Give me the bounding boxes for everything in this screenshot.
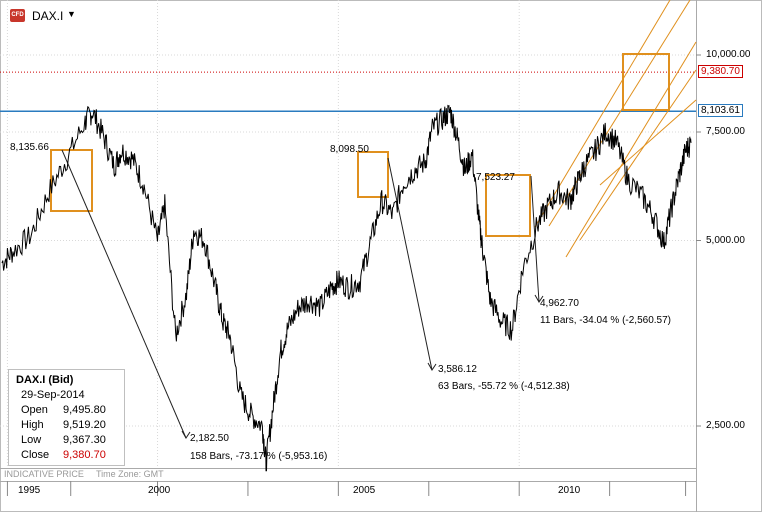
- y-tick-label: 10,000.00: [706, 49, 751, 60]
- y-tick-label: 7,500.00: [706, 125, 745, 137]
- y-tick-label: 5,000.00: [706, 234, 745, 246]
- info-value: 9,367.30: [63, 434, 106, 446]
- chevron-down-icon[interactable]: ▼: [67, 9, 76, 19]
- instrument-symbol[interactable]: DAX.I: [32, 9, 64, 23]
- drawings: [0, 0, 697, 439]
- x-tick-label: 1995: [18, 485, 41, 496]
- current-price-tag: 9,380.70: [698, 65, 743, 79]
- price-series: [1, 104, 692, 472]
- channel-line: [534, 0, 671, 228]
- horizontal-level-tag: 8,103.61: [698, 104, 743, 118]
- chart-annotation: 2,182.50: [190, 433, 229, 444]
- highlight-box: [622, 53, 670, 111]
- info-title: DAX.I (Bid): [16, 374, 74, 386]
- info-value: 9,519.20: [63, 419, 106, 431]
- info-row-open: Open 9,495.80: [21, 404, 117, 418]
- info-row-close: Close 9,380.70: [21, 449, 117, 463]
- chart-annotation: 158 Bars, -73.17 % (-5,953.16): [190, 451, 328, 462]
- info-row-high: High 9,519.20: [21, 419, 117, 433]
- chart-annotation: 11 Bars, -34.04 % (-2,560.57): [540, 315, 671, 326]
- channel-line: [548, 0, 691, 227]
- cfd-icon: CFD: [10, 9, 25, 22]
- price-line: [1, 104, 692, 472]
- arrow-icon: [427, 362, 437, 371]
- chart-annotation: 63 Bars, -55.72 % (-4,512.38): [438, 381, 570, 392]
- highlight-box: [50, 149, 93, 212]
- info-row-low: Low 9,367.30: [21, 434, 117, 448]
- timezone-label: Time Zone: GMT: [96, 469, 164, 479]
- info-label: Open: [21, 404, 48, 416]
- drawdown-line: [387, 157, 433, 371]
- arrow-icon: [534, 294, 544, 303]
- y-tick-label: 2,500.00: [706, 420, 745, 431]
- drawdown-line: [61, 149, 187, 439]
- highlight-box: [357, 151, 389, 198]
- channel-line: [599, 99, 697, 186]
- channel-line: [579, 69, 697, 241]
- chart-annotation: 3,586.12: [438, 364, 477, 375]
- chart-annotation: 7,523.27: [476, 172, 515, 183]
- info-label: Low: [21, 434, 42, 446]
- arrow-icon: [181, 430, 191, 439]
- highlight-box: [485, 174, 531, 237]
- info-label: Close: [21, 449, 50, 461]
- info-date: 29-Sep-2014: [21, 389, 85, 401]
- chart-annotation: 4,962.70: [540, 298, 579, 309]
- ohlc-info-box: DAX.I (Bid) 29-Sep-2014 Open 9,495.80 Hi…: [8, 369, 125, 466]
- chart-annotation: 8,135.66: [10, 142, 49, 153]
- channel-line: [565, 41, 697, 258]
- x-tick-label: 2005: [353, 485, 376, 496]
- info-value: 9,495.80: [63, 404, 106, 416]
- info-label: High: [21, 419, 44, 431]
- indicative-price-label: INDICATIVE PRICE: [4, 469, 84, 479]
- chart-annotation: 8,098.50: [330, 144, 369, 155]
- x-tick-label: 2000: [148, 485, 171, 496]
- chart-toolbar: CFD DAX.I ▼: [0, 0, 696, 30]
- x-tick-label: 2010: [558, 485, 581, 496]
- info-value-close: 9,380.70: [63, 449, 106, 461]
